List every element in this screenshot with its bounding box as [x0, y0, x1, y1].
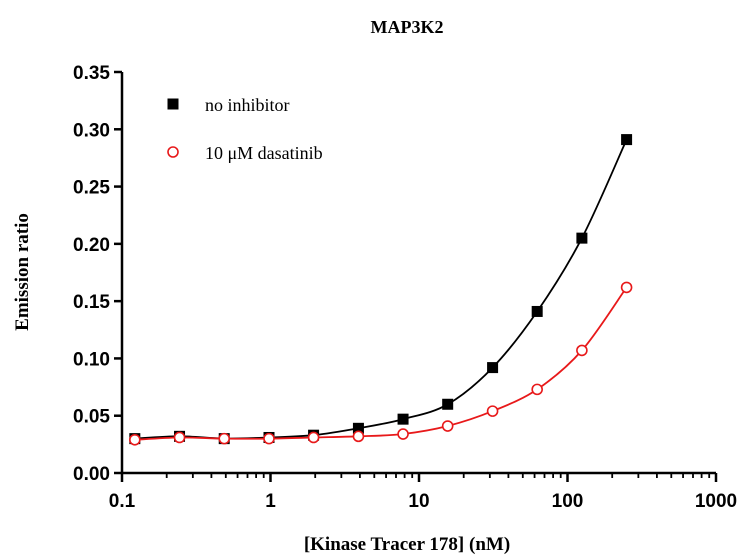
legend-label-1: no inhibitor: [205, 95, 290, 115]
y-tick-label: 0.35: [73, 63, 110, 84]
legend-marker-1: [167, 98, 179, 110]
data-point-series-1: [621, 134, 633, 146]
data-point-series-2: [352, 430, 365, 443]
y-tick-label: 0.30: [73, 120, 110, 141]
data-point-series-2: [263, 432, 275, 445]
x-tick-label: 1: [265, 491, 276, 512]
data-point-series-2: [218, 432, 231, 445]
legend-label-2: 10 μM dasatinib: [205, 143, 323, 163]
data-point-series-2: [129, 433, 141, 446]
data-point-series-2: [486, 405, 499, 417]
data-point-series-1: [352, 422, 364, 434]
axes: 0.00 0.05 0.10 0.15 0.20 0.25 0.30 0.35 0.1 1 10 10…: [73, 63, 737, 512]
data-point-series-1: [397, 413, 409, 425]
data-point-series-1: [442, 398, 454, 410]
x-tick-label: 1000: [695, 491, 737, 512]
y-tick-label: 0.05: [73, 407, 110, 428]
x-tick-label: 100: [552, 491, 584, 512]
data-point-series-2: [576, 344, 588, 357]
data-markers: [129, 134, 633, 446]
y-tick-label: 0.10: [73, 349, 110, 370]
data-point-series-2: [173, 431, 186, 444]
fit-curve-1: [134, 139, 628, 440]
data-point-series-1: [576, 232, 588, 244]
data-point-series-2: [620, 281, 633, 294]
chart-title: MAP3K2: [371, 17, 444, 37]
data-point-series-2: [307, 431, 320, 444]
y-tick-label: 0.15: [73, 292, 110, 313]
x-axis-label: [Kinase Tracer 178] (nM): [304, 534, 510, 555]
y-axis-label: Emission ratio: [12, 213, 33, 331]
y-tick-label: 0.20: [73, 235, 110, 256]
legend-marker-2: [167, 146, 179, 158]
fit-curves: [134, 139, 628, 441]
y-tick-label: 0.25: [73, 178, 110, 199]
x-tick-label: 10: [408, 491, 429, 512]
data-point-series-2: [531, 383, 543, 396]
x-tick-label: 0.1: [109, 491, 136, 512]
data-point-series-2: [397, 428, 409, 440]
fit-curve-2: [134, 286, 628, 441]
legend: no inhibitor 10 μM dasatinib: [167, 95, 323, 163]
data-point-series-1: [487, 362, 499, 374]
data-point-series-2: [441, 420, 454, 432]
y-tick-label: 0.00: [73, 464, 110, 485]
data-point-series-1: [531, 305, 543, 317]
